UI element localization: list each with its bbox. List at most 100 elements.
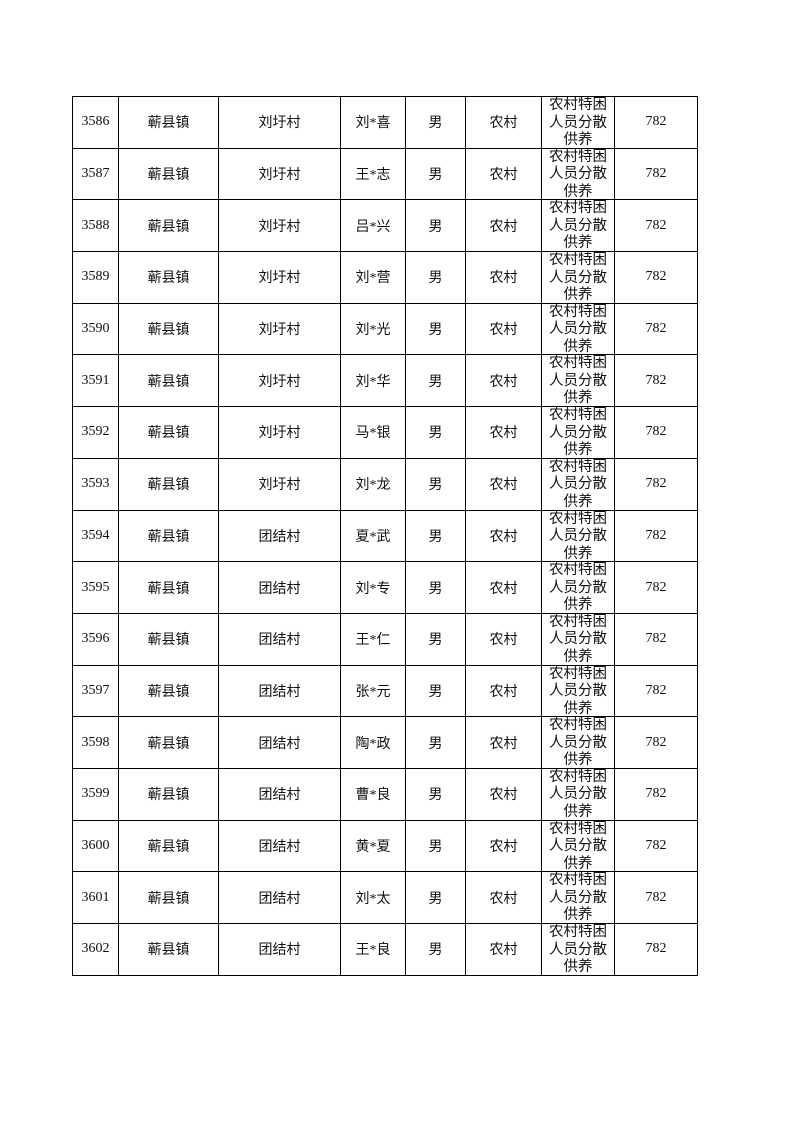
table-row: 3592 蕲县镇 刘圩村 马*银男农村 农村特困人员分散供养 782 <box>72 406 698 459</box>
table-row: 3601 蕲县镇 团结村 刘*太男农村 农村特困人员分散供养 782 <box>72 871 698 924</box>
cell-name: 刘*喜 <box>340 96 406 149</box>
cell-name: 陶*政 <box>340 716 406 769</box>
cell-type: 农村特困人员分散供养 <box>541 406 615 459</box>
cell-type: 农村特困人员分散供养 <box>541 664 615 718</box>
cell-type-text: 农村特困人员分散供养 <box>549 924 607 975</box>
cell-town: 蕲县镇 <box>118 509 219 563</box>
cell-type: 农村特困人员分散供养 <box>541 767 615 821</box>
cell-name: 张*元 <box>340 664 406 718</box>
cell-type-text: 农村特困人员分散供养 <box>549 303 607 355</box>
cell-amount: 782 <box>614 302 698 356</box>
table-row: 3587 蕲县镇 刘圩村 王*志男农村 农村特困人员分散供养 782 <box>72 147 698 201</box>
cell-no: 3588 <box>72 199 119 253</box>
cell-type-text: 农村特困人员分散供养 <box>549 613 607 665</box>
cell-no: 3587 <box>72 147 119 201</box>
cell-no: 3591 <box>72 354 119 408</box>
cell-type: 农村特困人员分散供养 <box>541 354 615 408</box>
cell-village: 团结村 <box>218 767 341 821</box>
cell-village: 刘圩村 <box>218 457 341 511</box>
cell-amount: 782 <box>614 251 698 304</box>
cell-village: 刘圩村 <box>218 96 341 149</box>
cell-name: 刘*华 <box>340 354 406 408</box>
cell-name: 刘*太 <box>340 871 406 924</box>
cell-name: 吕*兴 <box>340 199 406 253</box>
cell-village: 团结村 <box>218 509 341 563</box>
cell-village: 刘圩村 <box>218 302 341 356</box>
cell-type: 农村特困人员分散供养 <box>541 923 615 976</box>
cell-amount: 782 <box>614 612 698 666</box>
cell-area: 农村 <box>465 716 542 769</box>
cell-gender: 男 <box>405 767 466 821</box>
cell-gender: 男 <box>405 251 466 304</box>
cell-type: 农村特困人员分散供养 <box>541 612 615 666</box>
cell-type-text: 农村特困人员分散供养 <box>549 717 607 768</box>
cell-gender: 男 <box>405 457 466 511</box>
cell-town: 蕲县镇 <box>118 819 219 873</box>
table-row: 3602 蕲县镇 团结村 王*良男农村 农村特困人员分散供养 782 <box>72 923 698 976</box>
cell-name: 夏*武 <box>340 509 406 563</box>
table-row: 3593 蕲县镇 刘圩村 刘*龙男农村 农村特困人员分散供养 782 <box>72 457 698 511</box>
cell-type: 农村特困人员分散供养 <box>541 457 615 511</box>
cell-no: 3592 <box>72 406 119 459</box>
cell-no: 3602 <box>72 923 119 976</box>
cell-gender: 男 <box>405 819 466 873</box>
cell-name: 曹*良 <box>340 767 406 821</box>
cell-town: 蕲县镇 <box>118 612 219 666</box>
cell-name: 刘*光 <box>340 302 406 356</box>
cell-village: 刘圩村 <box>218 251 341 304</box>
cell-type: 农村特困人员分散供养 <box>541 716 615 769</box>
table-row: 3596 蕲县镇 团结村 王*仁男农村 农村特困人员分散供养 782 <box>72 612 698 666</box>
cell-no: 3590 <box>72 302 119 356</box>
cell-name: 王*仁 <box>340 612 406 666</box>
cell-type-text: 农村特困人员分散供养 <box>549 820 607 872</box>
cell-type-text: 农村特困人员分散供养 <box>549 148 607 200</box>
cell-type-text: 农村特困人员分散供养 <box>549 407 607 458</box>
cell-amount: 782 <box>614 871 698 924</box>
cell-town: 蕲县镇 <box>118 664 219 718</box>
cell-town: 蕲县镇 <box>118 923 219 976</box>
cell-village: 团结村 <box>218 561 341 614</box>
cell-gender: 男 <box>405 923 466 976</box>
cell-type: 农村特困人员分散供养 <box>541 819 615 873</box>
cell-gender: 男 <box>405 406 466 459</box>
cell-village: 团结村 <box>218 819 341 873</box>
cell-village: 刘圩村 <box>218 354 341 408</box>
cell-town: 蕲县镇 <box>118 716 219 769</box>
cell-town: 蕲县镇 <box>118 354 219 408</box>
cell-town: 蕲县镇 <box>118 251 219 304</box>
cell-gender: 男 <box>405 199 466 253</box>
cell-no: 3598 <box>72 716 119 769</box>
cell-town: 蕲县镇 <box>118 561 219 614</box>
table-row: 3600 蕲县镇 团结村 黄*夏男农村 农村特困人员分散供养 782 <box>72 819 698 873</box>
cell-gender: 男 <box>405 871 466 924</box>
cell-area: 农村 <box>465 457 542 511</box>
table-row: 3591 蕲县镇 刘圩村 刘*华男农村 农村特困人员分散供养 782 <box>72 354 698 408</box>
cell-village: 团结村 <box>218 612 341 666</box>
cell-town: 蕲县镇 <box>118 147 219 201</box>
cell-name: 黄*夏 <box>340 819 406 873</box>
cell-area: 农村 <box>465 819 542 873</box>
cell-type: 农村特困人员分散供养 <box>541 509 615 563</box>
cell-town: 蕲县镇 <box>118 406 219 459</box>
cell-name: 刘*营 <box>340 251 406 304</box>
cell-type-text: 农村特困人员分散供养 <box>549 872 607 923</box>
cell-type-text: 农村特困人员分散供养 <box>549 200 607 252</box>
cell-area: 农村 <box>465 199 542 253</box>
cell-type: 农村特困人员分散供养 <box>541 199 615 253</box>
cell-area: 农村 <box>465 302 542 356</box>
cell-amount: 782 <box>614 767 698 821</box>
cell-village: 团结村 <box>218 871 341 924</box>
table-row: 3597 蕲县镇 团结村 张*元男农村 农村特困人员分散供养 782 <box>72 664 698 718</box>
cell-gender: 男 <box>405 612 466 666</box>
cell-gender: 男 <box>405 664 466 718</box>
cell-area: 农村 <box>465 251 542 304</box>
table-row: 3594 蕲县镇 团结村 夏*武男农村 农村特困人员分散供养 782 <box>72 509 698 563</box>
cell-type-text: 农村特困人员分散供养 <box>549 665 607 717</box>
cell-no: 3594 <box>72 509 119 563</box>
cell-amount: 782 <box>614 819 698 873</box>
cell-area: 农村 <box>465 767 542 821</box>
cell-amount: 782 <box>614 96 698 149</box>
cell-town: 蕲县镇 <box>118 199 219 253</box>
cell-amount: 782 <box>614 716 698 769</box>
cell-amount: 782 <box>614 199 698 253</box>
